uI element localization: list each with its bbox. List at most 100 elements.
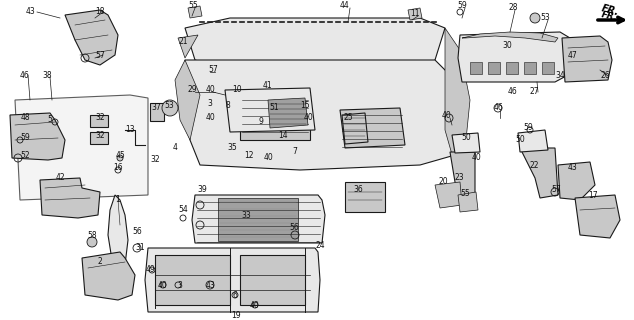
Text: 40: 40	[263, 154, 273, 163]
Text: 43: 43	[567, 164, 577, 172]
Text: 49: 49	[145, 266, 155, 275]
Polygon shape	[240, 95, 310, 140]
Polygon shape	[562, 36, 612, 82]
Bar	[218, 198, 298, 241]
Text: 11: 11	[410, 10, 420, 19]
Text: 37: 37	[151, 103, 161, 113]
Bar	[150, 103, 164, 121]
Text: 58: 58	[87, 230, 97, 239]
Text: 42: 42	[55, 173, 65, 182]
Text: 44: 44	[340, 2, 350, 11]
Text: 59: 59	[457, 2, 467, 11]
Text: 24: 24	[315, 241, 325, 250]
Text: 46: 46	[20, 70, 30, 79]
Text: 53: 53	[164, 100, 174, 109]
Polygon shape	[180, 60, 460, 170]
Text: 56: 56	[289, 223, 299, 233]
Text: FR.: FR.	[600, 4, 620, 18]
Bar	[90, 115, 108, 127]
Text: 51: 51	[269, 103, 279, 113]
Polygon shape	[575, 195, 620, 238]
Polygon shape	[108, 195, 128, 270]
Polygon shape	[178, 35, 198, 58]
Text: 45: 45	[115, 150, 125, 159]
Polygon shape	[268, 98, 308, 128]
Circle shape	[530, 13, 540, 23]
Text: 32: 32	[95, 131, 105, 140]
Text: 50: 50	[461, 133, 471, 142]
Polygon shape	[65, 10, 118, 65]
Text: 23: 23	[454, 173, 464, 182]
Text: 25: 25	[343, 114, 353, 123]
Bar	[155, 255, 230, 305]
Polygon shape	[225, 88, 315, 132]
Text: 39: 39	[197, 186, 207, 195]
Polygon shape	[445, 28, 470, 165]
Polygon shape	[520, 148, 558, 198]
Bar	[506, 62, 518, 74]
Bar	[524, 62, 536, 74]
Text: 14: 14	[278, 131, 288, 140]
Text: 56: 56	[132, 228, 142, 236]
Circle shape	[162, 100, 178, 116]
Text: 43: 43	[205, 281, 215, 290]
Text: 32: 32	[95, 114, 105, 123]
Text: 4: 4	[172, 143, 178, 153]
Text: 13: 13	[125, 125, 135, 134]
Text: 52: 52	[20, 150, 30, 159]
Text: 40: 40	[250, 300, 260, 309]
Text: FR.: FR.	[600, 10, 618, 22]
Text: 36: 36	[353, 186, 363, 195]
Text: 33: 33	[241, 211, 251, 220]
Text: 34: 34	[555, 70, 565, 79]
Polygon shape	[342, 113, 368, 144]
Text: 40: 40	[303, 114, 313, 123]
Text: 9: 9	[259, 117, 264, 126]
Text: 46: 46	[508, 87, 518, 97]
Text: 50: 50	[515, 135, 525, 145]
Polygon shape	[458, 192, 478, 212]
Text: 5: 5	[48, 116, 53, 124]
Text: 46: 46	[494, 103, 504, 113]
Text: 43: 43	[25, 7, 35, 17]
Polygon shape	[408, 8, 422, 20]
Text: 40: 40	[205, 85, 215, 94]
Polygon shape	[145, 248, 320, 312]
Text: 2: 2	[98, 258, 102, 267]
Text: 7: 7	[292, 148, 297, 156]
Bar	[90, 132, 108, 144]
Polygon shape	[462, 32, 558, 42]
Text: 8: 8	[226, 100, 230, 109]
Text: 27: 27	[529, 87, 539, 97]
Text: 53: 53	[540, 13, 550, 22]
Polygon shape	[458, 32, 570, 82]
Text: 55: 55	[188, 2, 198, 11]
Text: 59: 59	[523, 124, 533, 132]
Text: 40: 40	[158, 281, 168, 290]
Text: 38: 38	[42, 70, 52, 79]
Text: 40: 40	[471, 154, 481, 163]
Text: 1: 1	[115, 196, 120, 204]
Text: 59: 59	[20, 132, 30, 141]
Text: 40: 40	[442, 110, 452, 119]
Text: 18: 18	[95, 7, 105, 17]
Polygon shape	[340, 108, 405, 148]
Circle shape	[87, 237, 97, 247]
Text: 57: 57	[208, 66, 218, 75]
Text: 54: 54	[178, 205, 188, 214]
Polygon shape	[185, 18, 445, 70]
Text: 30: 30	[502, 41, 512, 50]
Polygon shape	[40, 178, 100, 218]
Text: 35: 35	[227, 142, 237, 151]
Text: 3: 3	[178, 281, 183, 290]
Polygon shape	[15, 95, 148, 200]
Polygon shape	[10, 113, 65, 160]
Polygon shape	[435, 182, 462, 208]
Text: 10: 10	[232, 85, 242, 94]
Polygon shape	[450, 152, 475, 198]
Text: 3: 3	[207, 99, 212, 108]
Bar	[470, 62, 482, 74]
Bar	[240, 255, 305, 305]
Polygon shape	[518, 130, 548, 152]
Text: 47: 47	[568, 51, 578, 60]
